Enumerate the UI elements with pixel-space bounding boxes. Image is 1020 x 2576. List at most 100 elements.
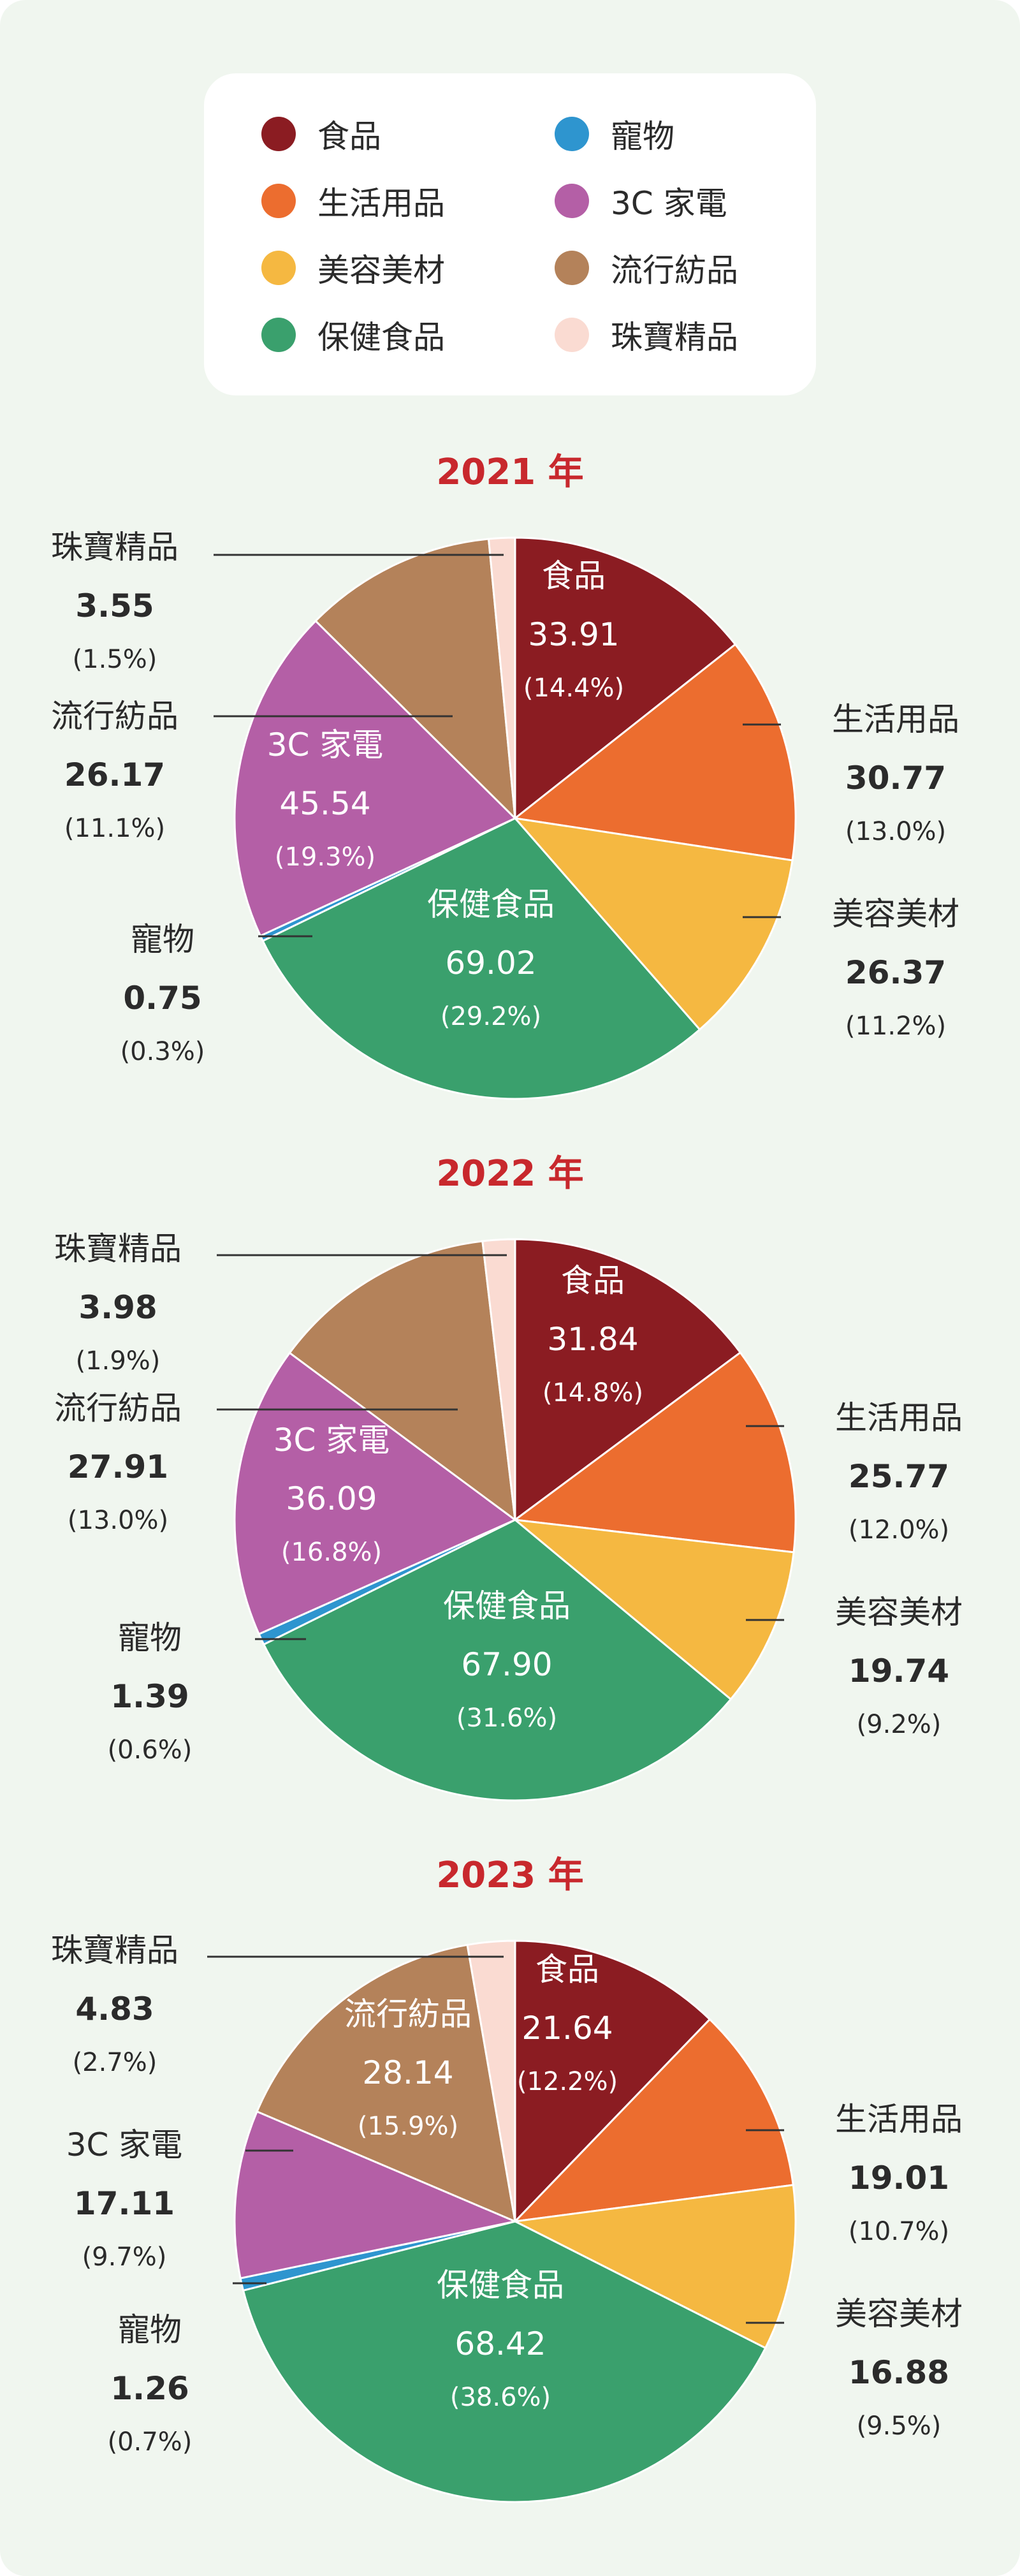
chart-title-2022: 2022 年 [436,1153,584,1195]
pie-slice [242,2220,767,2503]
slice-label: 寵物 [118,1619,182,1656]
legend-label: 保健食品 [317,319,445,356]
slice-percent: (12.0%) [849,1515,949,1545]
slice-percent: (9.7%) [82,2242,167,2272]
slice-percent: (11.2%) [845,1012,946,1041]
slice-percent: (1.5%) [73,645,157,674]
slice-value: 36.09 [286,1480,377,1517]
slice-value: 19.74 [849,1652,949,1689]
pie-0: 食品 33.91 (14.4%) 生活用品 30.77 (13.0%) 美容美材 26.37 (… [51,529,959,1100]
slice-percent: (15.9%) [358,2112,458,2141]
legend-swatch [555,184,589,218]
legend-label: 珠寶精品 [611,319,738,356]
pie-slice [513,643,797,862]
legend-item: 美容美材 [261,242,445,293]
chart-title-2023: 2023 年 [436,1855,584,1896]
pie-slice [513,816,794,1031]
slice-percent: (0.3%) [120,1037,205,1066]
legend-swatch [261,184,296,218]
slice-percent: (11.1%) [64,814,165,843]
slice-label: 3C 家電 [66,2126,183,2163]
pie-2: 食品 21.64 (12.2%) 生活用品 19.01 (10.7%) 美容美材 16.88 (… [51,1932,963,2503]
pie-slice [466,1939,516,2222]
pie-slice [314,538,516,821]
legend-item: 珠寶精品 [555,309,738,360]
legend-swatch [261,251,296,285]
slice-value: 45.54 [279,785,370,822]
slice-percent: (9.2%) [857,1710,942,1739]
pie-slice [481,1238,516,1520]
legend: 食品 寵物 生活用品 3C 家電 美容美材 流行紡品 保健食品 珠寶精品 [204,73,816,395]
slice-value: 19.01 [849,2160,949,2197]
legend-swatch [261,117,296,151]
slice-value: 25.77 [849,1458,949,1495]
slice-label: 食品 [536,1951,599,1988]
pie-slice [514,1238,742,1522]
legend-swatch [555,251,589,285]
slice-label: 美容美材 [835,2295,963,2332]
slice-value: 21.64 [521,2010,613,2047]
slice-label: 美容美材 [832,895,959,932]
slice-label: 保健食品 [443,1587,571,1624]
pie-slice [487,536,516,819]
pie-slice [513,1351,797,1554]
slice-percent: (2.7%) [73,2048,157,2077]
slice-percent: (13.0%) [845,817,946,846]
slice-value: 1.39 [110,1678,189,1715]
slice-percent: (19.3%) [275,843,375,872]
slice-label: 3C 家電 [267,726,384,763]
slice-label: 流行紡品 [51,698,178,735]
pie-slice [512,1518,795,1701]
pie-slice [233,2110,518,2279]
slice-label: 流行紡品 [344,1996,472,2033]
slice-percent: (0.7%) [108,2427,193,2457]
slice-label: 寵物 [131,921,194,958]
slice-value: 26.17 [64,756,165,793]
slice-value: 31.84 [547,1321,638,1358]
legend-label: 3C 家電 [611,185,727,222]
slice-label: 美容美材 [835,1594,963,1631]
legend-item: 保健食品 [261,309,445,360]
pie-slice [288,1240,516,1522]
slice-value: 67.90 [461,1646,552,1683]
legend-item: 生活用品 [261,175,445,226]
slice-percent: (16.8%) [281,1538,382,1567]
slice-label: 食品 [561,1262,625,1299]
slice-percent: (12.2%) [517,2067,618,2096]
pie-slice [511,2184,797,2350]
slice-value: 4.83 [75,1991,154,2028]
legend-swatch [555,117,589,151]
pie-slice [233,1351,517,1636]
legend-label: 食品 [317,118,381,155]
legend-label: 生活用品 [317,185,445,222]
slice-value: 68.42 [455,2325,546,2362]
slice-label: 珠寶精品 [51,1932,178,1969]
slice-value: 3.98 [78,1289,157,1326]
slice-percent: (14.8%) [543,1378,643,1408]
legend-item: 食品 [261,108,381,159]
legend-label: 美容美材 [317,252,445,289]
slice-percent: (0.6%) [108,1735,193,1765]
slice-label: 保健食品 [427,886,555,923]
slice-value: 27.91 [68,1448,168,1485]
slice-percent: (38.6%) [450,2383,551,2412]
slice-value: 17.11 [74,2185,175,2222]
slice-value: 28.14 [362,2054,453,2091]
pie-slice [514,1939,711,2224]
slice-value: 69.02 [445,945,536,982]
slice-percent: (13.0%) [68,1506,168,1535]
slice-percent: (14.4%) [523,673,624,703]
slice-percent: (10.7%) [849,2217,949,2246]
chart-title-2021: 2021 年 [436,452,584,493]
slice-label: 生活用品 [835,1399,963,1436]
slice-label: 3C 家電 [273,1422,390,1459]
legend-label: 流行紡品 [611,252,738,289]
pie-slice [514,536,737,821]
pie-slice [262,1519,732,1802]
slice-label: 生活用品 [832,701,959,738]
slice-label: 寵物 [118,2311,182,2348]
pie-1: 食品 31.84 (14.8%) 生活用品 25.77 (12.0%) 美容美材 19.74 (… [54,1230,963,1802]
slice-label: 珠寶精品 [54,1230,182,1267]
